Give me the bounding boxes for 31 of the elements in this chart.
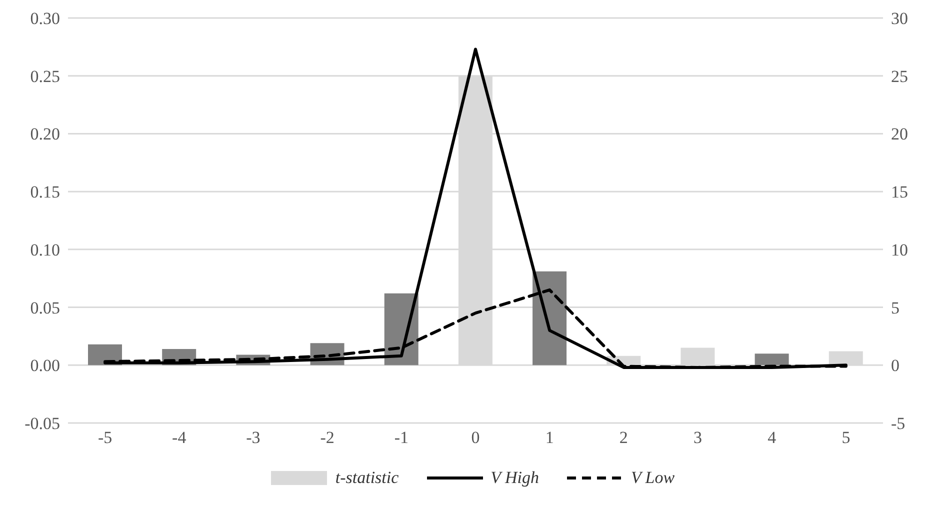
y2-tick-label: -5 — [891, 414, 906, 434]
y-tick-label: 0.00 — [30, 356, 60, 376]
y2-tick-label: 15 — [891, 182, 908, 202]
y2-tick-label: 5 — [891, 298, 900, 318]
legend-label: t-statistic — [335, 468, 399, 488]
x-tick-label: -2 — [320, 428, 334, 448]
x-tick-label: 4 — [768, 428, 777, 448]
y2-tick-label: 30 — [891, 9, 908, 28]
y2-tick-label: 25 — [891, 66, 908, 86]
y2-tick-label: 0 — [891, 356, 900, 376]
y2-tick-label: 20 — [891, 124, 908, 144]
y-tick-label: 0.10 — [30, 240, 60, 260]
y-tick-label: 0.30 — [30, 9, 60, 28]
x-tick-label: 0 — [471, 428, 480, 448]
y-tick-label: -0.05 — [24, 414, 60, 434]
y-tick-label: 0.15 — [30, 182, 60, 202]
y-tick-label: 0.05 — [30, 298, 60, 318]
x-tick-label: 5 — [842, 428, 850, 448]
x-tick-label: 1 — [545, 428, 554, 448]
bar — [754, 354, 789, 366]
x-tick-label: 3 — [694, 428, 702, 448]
y2-tick-label: 10 — [891, 240, 908, 260]
legend-label: V High — [490, 468, 539, 488]
y-tick-label: 0.25 — [30, 66, 60, 86]
y-tick-label: 0.20 — [30, 124, 60, 144]
x-tick-label: -1 — [394, 428, 408, 448]
x-tick-label: -5 — [98, 428, 112, 448]
x-tick-label: 2 — [619, 428, 628, 448]
x-tick-label: -4 — [172, 428, 187, 448]
legend-label: V Low — [630, 468, 675, 488]
x-tick-label: -3 — [246, 428, 260, 448]
